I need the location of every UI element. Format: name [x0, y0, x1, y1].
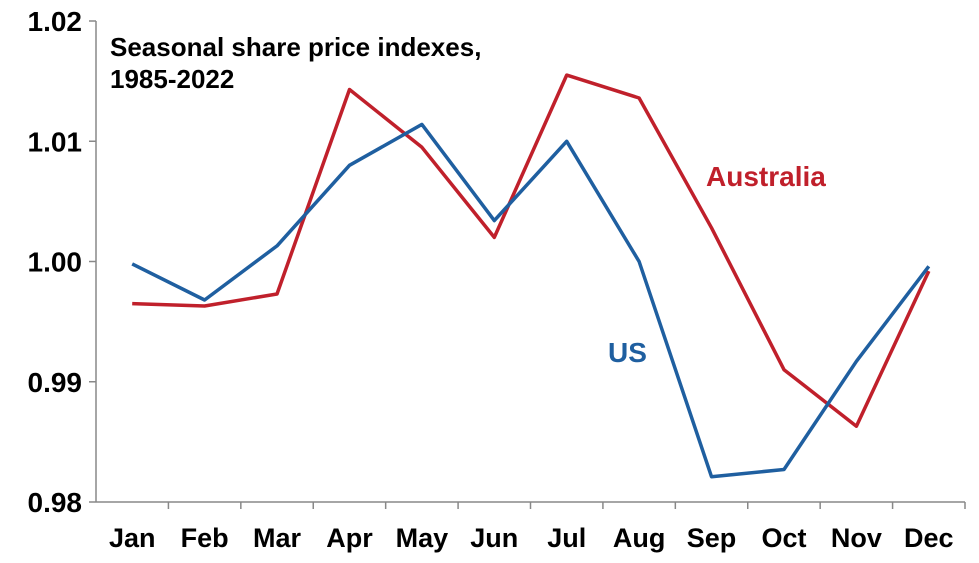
series-label-us: US	[608, 337, 647, 368]
y-axis-ticks: 0.98 0.99 1.00 1.01 1.02	[28, 6, 96, 518]
series-lines	[131, 73, 931, 479]
x-tick-label-apr: Apr	[326, 523, 373, 553]
series-line-australia	[132, 73, 931, 428]
x-tick-label-sep: Sep	[687, 523, 737, 553]
chart-title-line-1: Seasonal share price indexes,	[110, 32, 481, 62]
x-tick-label-jun: Jun	[470, 523, 518, 553]
x-tick-label-mar: Mar	[253, 523, 302, 553]
y-tick-label: 0.98	[28, 487, 83, 518]
x-tick-label-nov: Nov	[831, 523, 882, 553]
y-tick-label: 0.99	[28, 367, 83, 398]
x-tick-label-jul: Jul	[547, 523, 586, 553]
series-line-us	[131, 122, 931, 479]
x-tick-label-aug: Aug	[613, 523, 665, 553]
x-tick-label-feb: Feb	[181, 523, 229, 553]
x-tick-label-may: May	[396, 523, 449, 553]
x-tick-label-jan: Jan	[109, 523, 156, 553]
chart-title-line-2: 1985-2022	[110, 64, 234, 94]
y-tick-label: 1.01	[28, 126, 83, 157]
x-tick-label-oct: Oct	[761, 523, 806, 553]
series-label-australia: Australia	[706, 161, 826, 192]
x-axis-ticks: Jan Feb Mar Apr May Jun Jul Aug Sep Oct Nov Dec	[109, 502, 966, 553]
x-tick-label-dec: Dec	[904, 523, 954, 553]
y-tick-label: 1.02	[28, 6, 83, 37]
y-tick-label: 1.00	[28, 247, 83, 278]
